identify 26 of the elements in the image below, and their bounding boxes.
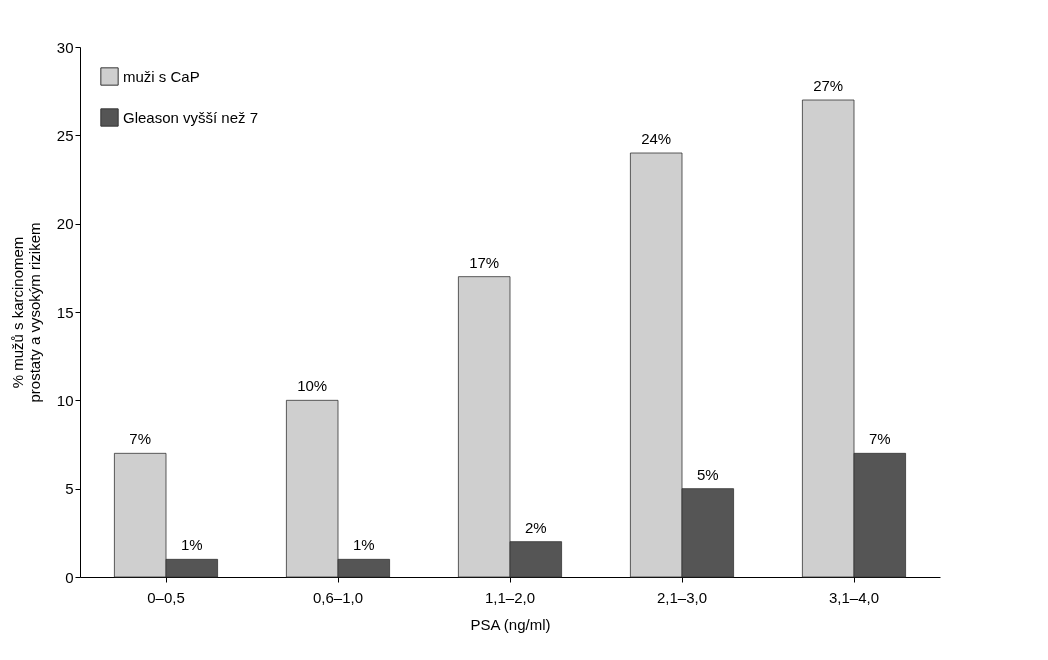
- data-label: 2%: [524, 518, 547, 536]
- y-tick-label: 5: [65, 480, 74, 498]
- data-label: 7%: [129, 430, 152, 448]
- x-tick-label: 2,1–3,0: [656, 588, 708, 606]
- data-label: 24%: [641, 130, 672, 147]
- data-label: 10%: [297, 377, 328, 395]
- y-tick-label: 25: [56, 126, 74, 144]
- legend-label: muži s CaP: [123, 67, 200, 85]
- data-label: 1%: [180, 536, 203, 554]
- x-tick-label: 0,6–1,0: [312, 588, 364, 606]
- data-label: 17%: [469, 253, 500, 271]
- data-label: 7%: [868, 430, 891, 448]
- legend-label: Gleason vyšší než 7: [123, 108, 259, 126]
- y-axis-title: % mužů s karcinomem prostaty a vysokým rizikem: [8, 222, 43, 403]
- x-tick-label: 1,1–2,0: [484, 588, 536, 606]
- x-tick-label: 0–0,5: [147, 588, 185, 606]
- y-tick-label: 10: [56, 391, 74, 409]
- y-tick-label: 30: [56, 38, 74, 56]
- data-label: 27%: [813, 77, 844, 94]
- y-tick-label: 20: [56, 215, 74, 233]
- data-label: 1%: [352, 536, 375, 554]
- x-tick-label: 3,1–4,0: [828, 588, 880, 606]
- y-tick-label: 0: [65, 568, 74, 586]
- x-axis-title: PSA (ng/ml): [470, 615, 551, 633]
- y-tick-label: 15: [56, 303, 74, 321]
- data-label: 5%: [696, 465, 719, 483]
